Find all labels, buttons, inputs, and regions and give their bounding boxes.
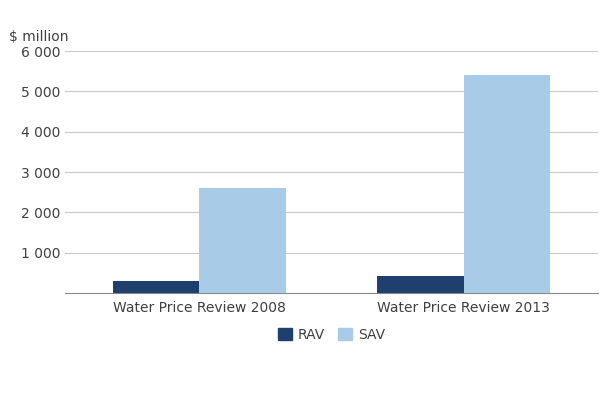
Text: $ million: $ million	[9, 30, 69, 44]
Bar	[463, 75, 550, 293]
Bar	[113, 281, 199, 293]
Bar	[377, 276, 463, 293]
Legend: RAV, SAV: RAV, SAV	[271, 321, 392, 349]
Bar	[199, 188, 286, 293]
